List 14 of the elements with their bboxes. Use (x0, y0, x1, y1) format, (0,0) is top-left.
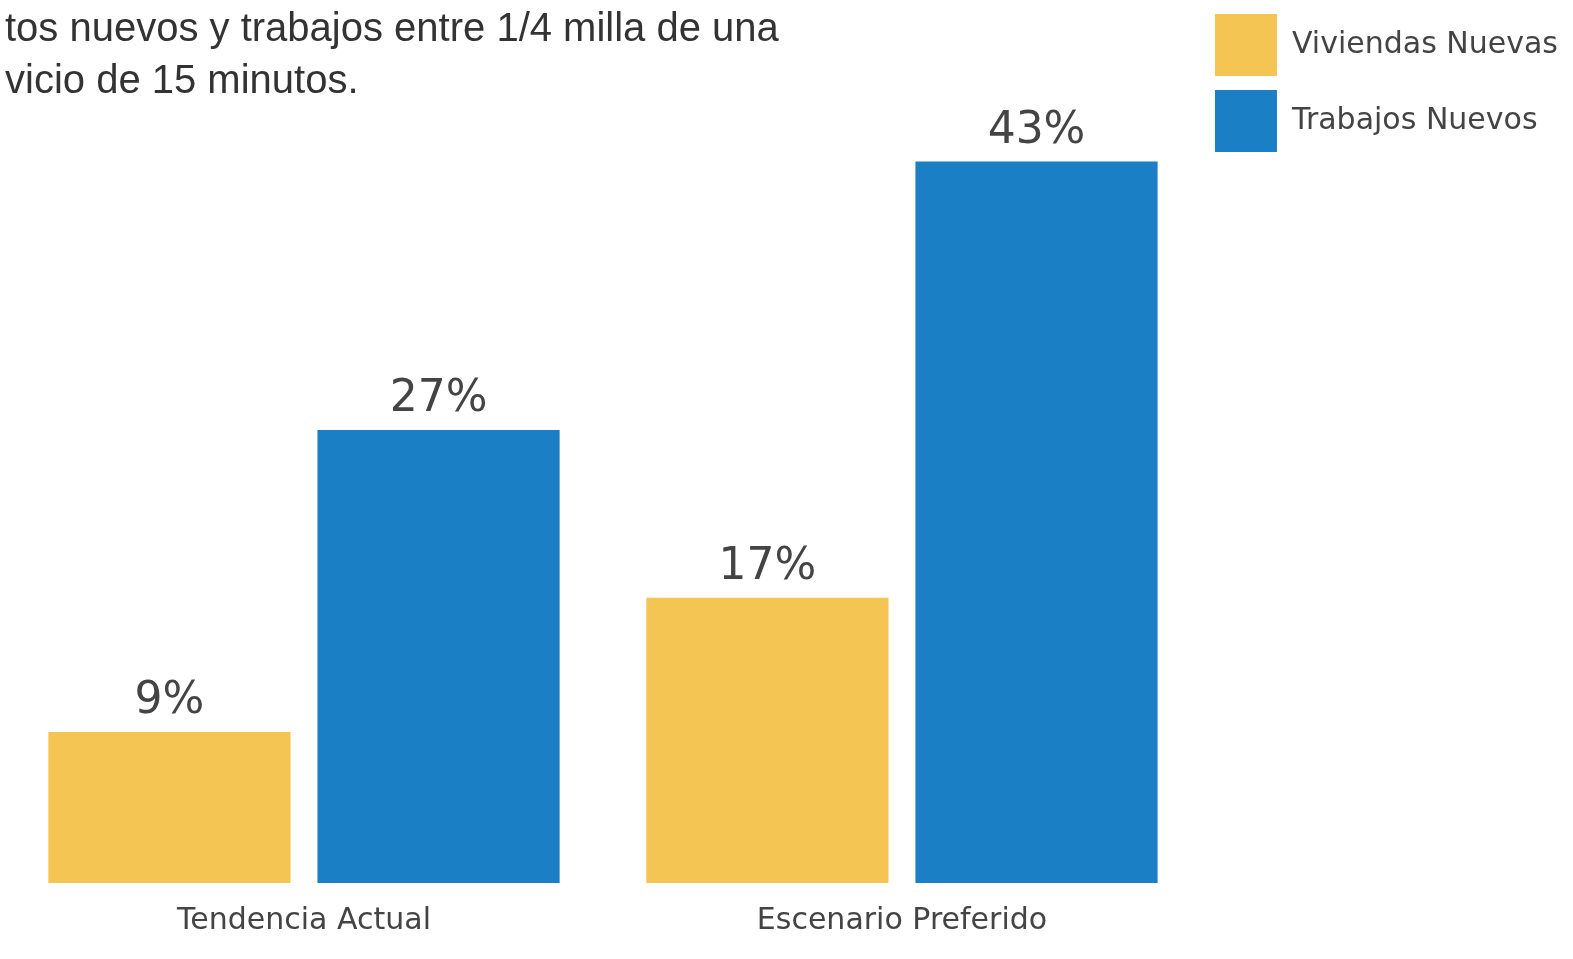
bar (48, 732, 291, 883)
data-label: 17% (718, 538, 817, 590)
data-label: 9% (134, 672, 205, 724)
bar (915, 161, 1158, 883)
data-label: 43% (987, 101, 1086, 153)
data-label: 27% (389, 370, 488, 422)
legend-label: Trabajos Nuevos (1290, 100, 1538, 136)
bar (317, 430, 560, 883)
bar (646, 597, 889, 883)
text: vicio de 15 minutos. (5, 57, 359, 102)
legend-label: Viviendas Nuevas (1291, 24, 1558, 60)
text: tos nuevos y trabajos entre 1/4 milla de una (5, 5, 779, 50)
x-tick-label: Tendencia Actual (176, 900, 431, 936)
x-tick-label: Escenario Preferido (756, 900, 1048, 936)
